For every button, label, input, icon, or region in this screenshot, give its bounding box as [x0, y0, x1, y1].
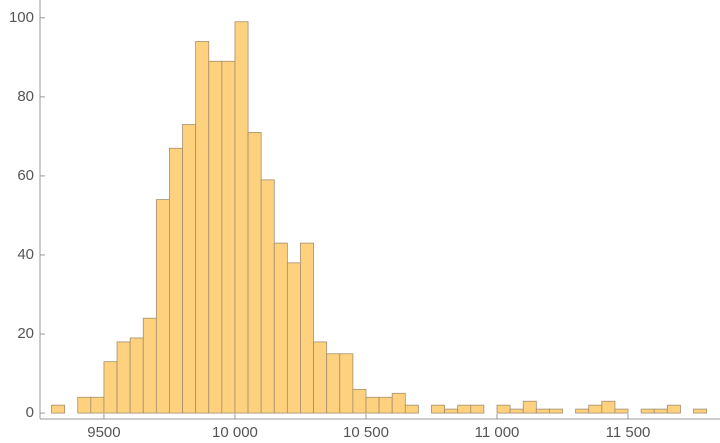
bar [470, 404, 485, 414]
bar [51, 404, 66, 414]
bar [300, 242, 314, 414]
x-tick-label: 10 500 [343, 424, 389, 441]
bar [653, 408, 668, 414]
y-tick-label: 100 [9, 9, 34, 26]
bar [339, 353, 354, 414]
bar [549, 408, 563, 414]
bar [457, 404, 472, 414]
y-tick-label: 60 [17, 167, 34, 184]
bar [155, 199, 170, 414]
x-tick-label: 10 000 [212, 424, 258, 441]
y-tick-label: 20 [17, 325, 34, 342]
bar [260, 179, 275, 414]
bar [247, 132, 262, 414]
bar [142, 317, 157, 414]
bar [286, 262, 301, 414]
bar [522, 400, 537, 414]
bar [77, 396, 92, 414]
x-tick-label: 9500 [87, 424, 120, 441]
bar [234, 21, 249, 414]
bar [509, 408, 524, 414]
bar [614, 408, 629, 414]
bar [352, 388, 367, 414]
bar [378, 396, 393, 414]
bar [496, 404, 511, 414]
bar [182, 124, 197, 414]
bar [169, 147, 183, 414]
bar [666, 404, 681, 414]
bar [129, 337, 144, 414]
bar [601, 400, 616, 414]
x-tick-label: 11 500 [606, 424, 651, 441]
x-tick-label: 11 000 [475, 424, 520, 441]
y-tick-label: 80 [17, 88, 34, 105]
bar [444, 408, 459, 414]
y-tick-label: 40 [17, 246, 34, 263]
bar [404, 404, 419, 414]
bar [116, 341, 131, 414]
bar [391, 392, 406, 414]
bar [588, 404, 603, 414]
bar [313, 341, 328, 414]
bar [103, 361, 118, 414]
bar [195, 41, 210, 414]
bar [365, 396, 380, 414]
bar [90, 396, 105, 414]
bar [640, 408, 655, 414]
bar [431, 404, 445, 414]
bar [208, 60, 223, 414]
bar [326, 353, 341, 414]
bar [221, 60, 236, 414]
bar [575, 408, 590, 414]
bar [535, 408, 550, 414]
y-tick-label: 0 [26, 404, 34, 421]
bar [273, 242, 288, 414]
bar [693, 408, 708, 414]
